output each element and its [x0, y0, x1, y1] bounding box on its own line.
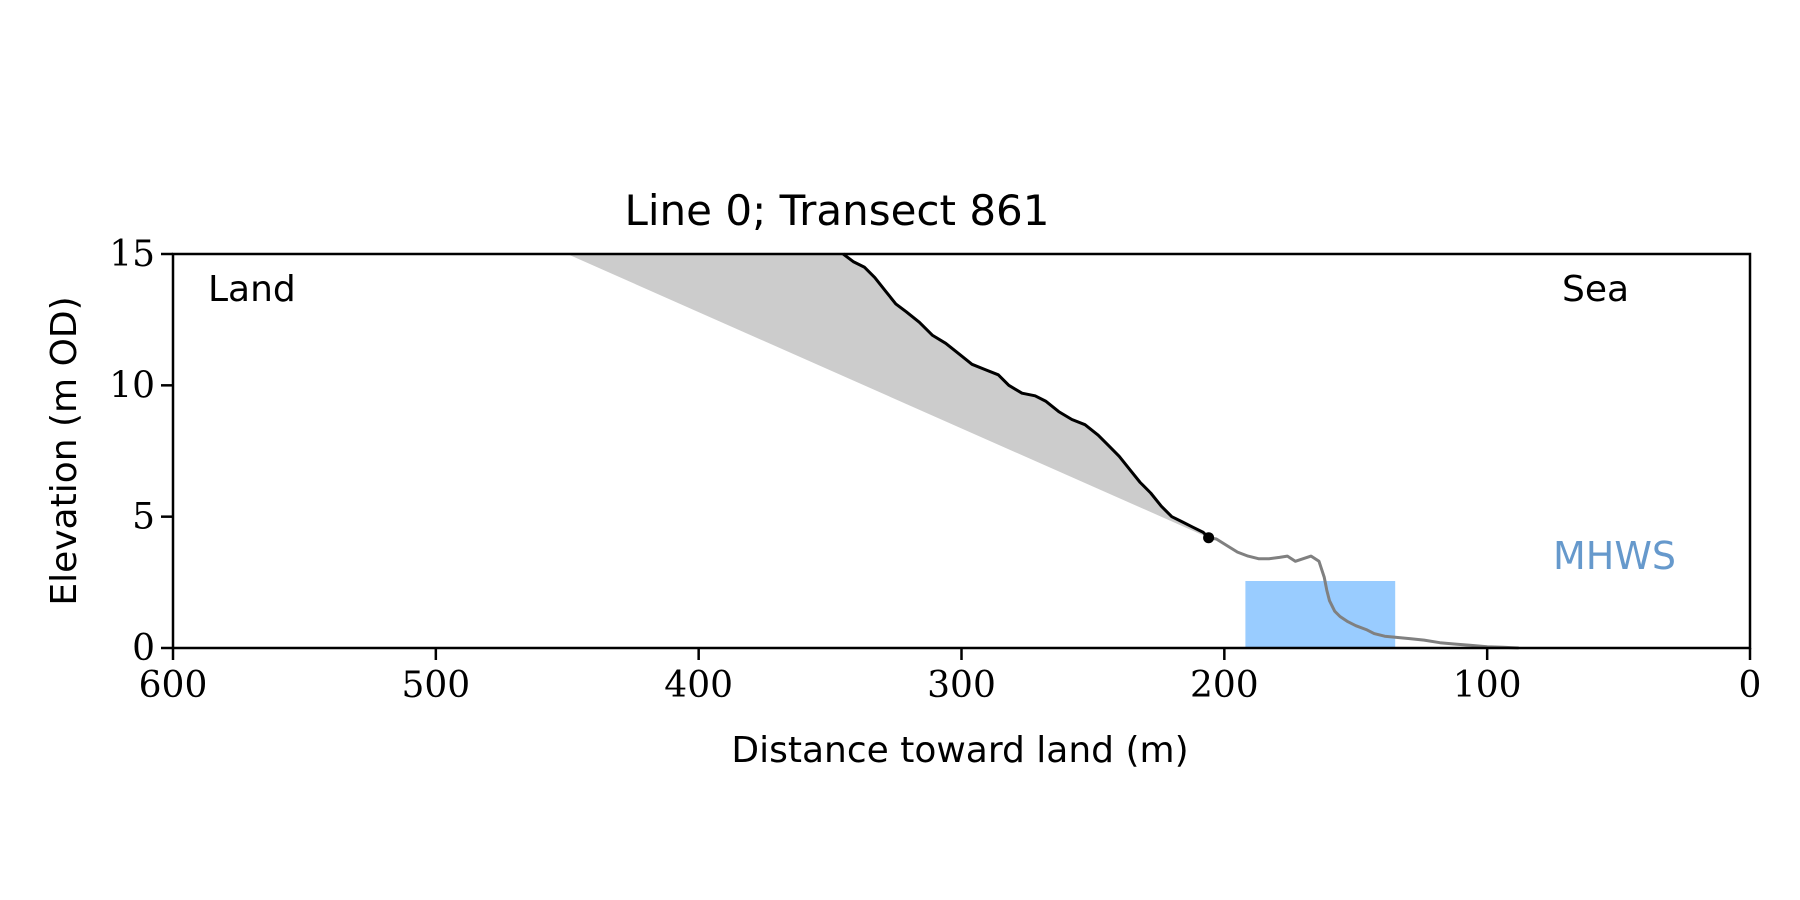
x-tick-label: 600: [139, 665, 208, 706]
x-tick-label: 0: [1739, 665, 1762, 706]
foreshore-line: [1208, 536, 1519, 650]
mhws-annotation: MHWS: [1553, 534, 1676, 578]
water-area: [1245, 581, 1396, 648]
y-tick-label: 15: [109, 234, 155, 275]
land-annotation: Land: [208, 269, 296, 310]
axes-frame: [171, 252, 1752, 650]
shaded-wedge: [567, 254, 1209, 538]
sea-annotation: Sea: [1562, 269, 1629, 310]
x-tick-label: 500: [401, 665, 470, 706]
x-axis: 600 500 400 300 200 100 0: [139, 648, 1762, 706]
y-axis-label: Elevation (m OD): [44, 296, 85, 605]
x-tick-label: 100: [1453, 665, 1522, 706]
x-tick-label: 200: [1190, 665, 1259, 706]
plot-area: [567, 252, 1519, 650]
cliff-line: [842, 252, 1210, 539]
cliff-toe-marker: [1203, 532, 1215, 544]
y-tick-label: 0: [132, 628, 155, 669]
x-tick-label: 300: [927, 665, 996, 706]
y-tick-label: 10: [109, 365, 155, 406]
chart-title: Line 0; Transect 861: [624, 186, 1049, 235]
x-tick-label: 400: [664, 665, 733, 706]
y-tick-label: 5: [132, 497, 155, 538]
x-axis-label: Distance toward land (m): [731, 730, 1188, 771]
y-axis: 0 5 10 15: [109, 234, 173, 669]
